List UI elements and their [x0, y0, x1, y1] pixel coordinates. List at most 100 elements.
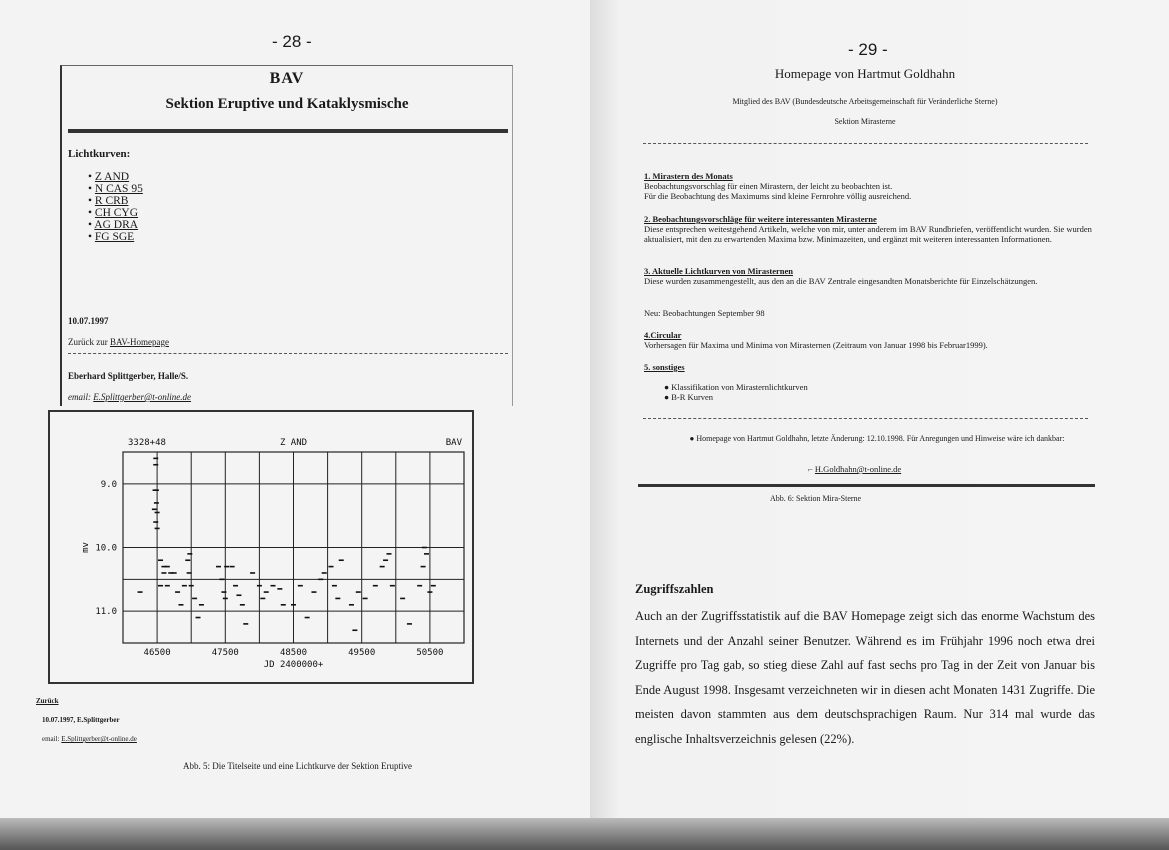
misc-item[interactable]: ● B-R Kurven	[664, 392, 714, 402]
y-tick-label: 9.0	[101, 480, 117, 490]
lightcurve-chart-frame: 46500 47500 48500 49500 50500 9.0 10.0 11.0 JD 2…	[48, 410, 474, 684]
site-subtitle: Sektion Eruptive und Kataklysmische	[165, 96, 409, 112]
data-point	[400, 597, 406, 600]
data-point	[311, 591, 317, 593]
data-point	[420, 565, 426, 568]
data-point	[372, 584, 378, 587]
data-point	[188, 584, 194, 587]
data-point	[198, 604, 204, 606]
page-number-left: - 28 -	[272, 32, 312, 51]
data-point	[239, 604, 245, 606]
data-point	[151, 508, 157, 511]
bav-homepage-link[interactable]: BAV-Homepage	[109, 337, 169, 347]
data-point	[164, 565, 170, 568]
chart-source: BAV	[446, 438, 463, 448]
item-heading-link[interactable]: 2. Beobachtungsvorschläge für weitere in…	[644, 214, 877, 224]
item-1: 1. Mirastern des Monats Beobachtungsvors…	[644, 171, 1094, 201]
lightcurve-chart: 46500 47500 48500 49500 50500 9.0 10.0 11.0 JD 2…	[81, 438, 465, 670]
member-line: Mitglied des BAV (Bundesdeutsche Arbeits…	[732, 97, 998, 106]
data-point	[175, 591, 181, 593]
chart-title: Z AND	[280, 438, 307, 448]
lightcurve-links: Z AND N CAS 95 R CRB CH CYG AG DRA FG SG…	[88, 171, 143, 243]
x-axis-label: JD 2400000+	[264, 660, 324, 670]
page-number-right: - 29 -	[848, 40, 888, 59]
scan-edge	[0, 818, 1169, 850]
data-point	[427, 591, 433, 593]
lc-date-author: 10.07.1997, E.Splittgerber	[42, 716, 120, 724]
data-point	[389, 584, 395, 587]
site-title: BAV	[269, 70, 305, 87]
misc-item[interactable]: ● Klassifikation von Mirasternlichtkurve…	[664, 382, 808, 392]
data-point	[304, 616, 310, 619]
item-new[interactable]: Neu: Beobachtungen September 98	[644, 308, 765, 318]
data-point	[256, 584, 262, 587]
data-point	[263, 591, 269, 593]
email-link[interactable]: E.Splittgerber@t-online.de	[93, 392, 192, 402]
data-point	[318, 578, 324, 581]
link-z-and[interactable]: Z AND	[94, 171, 130, 183]
data-point	[338, 559, 344, 562]
lc-email-link[interactable]: E.Splittgerber@t-online.de	[61, 735, 137, 743]
star-designation: 3328+48	[128, 438, 166, 448]
data-point	[187, 553, 193, 555]
divider	[643, 418, 1088, 419]
link-ch-cyg[interactable]: CH CYG	[94, 207, 139, 219]
data-point	[406, 623, 412, 625]
item-text: Diese wurden zusammengestellt, aus den a…	[644, 276, 1038, 286]
bottom-rule	[638, 484, 1095, 487]
data-point	[297, 584, 303, 587]
x-tick-label: 50500	[416, 648, 443, 658]
data-point	[270, 584, 276, 587]
data-point	[161, 565, 167, 568]
body-paragraph: Auch an der Zugriffsstatistik auf die BA…	[635, 609, 1095, 746]
data-point	[161, 572, 167, 574]
item-heading-link[interactable]: 3. Aktuelle Lichtkurven von Mirasternen	[644, 266, 793, 276]
data-point	[215, 565, 221, 568]
data-point	[222, 597, 228, 600]
data-point	[291, 604, 296, 606]
misc-list: ● Klassifikation von Mirasternlichtkurve…	[664, 382, 808, 402]
data-point	[154, 511, 160, 514]
data-point	[178, 604, 184, 606]
data-point	[423, 553, 429, 555]
data-point	[277, 588, 283, 590]
lc-back-link[interactable]: Zurück	[36, 697, 59, 705]
link-fg-sge[interactable]: FG SGE	[94, 231, 135, 243]
goldhahn-email[interactable]: ⌐ H.Goldhahn@t-online.de	[808, 464, 902, 474]
link-n-cas-95[interactable]: N CAS 95	[94, 183, 143, 195]
data-point	[229, 565, 235, 568]
section-heading: Zugriffszahlen	[635, 582, 714, 596]
section-name: Sektion Mirasterne	[834, 117, 896, 126]
data-point	[348, 604, 354, 606]
email-line: email: E.Splittgerber@t-online.de	[68, 392, 191, 402]
right-page	[590, 0, 1169, 820]
data-point	[195, 616, 201, 619]
data-point	[158, 584, 164, 587]
website-screenshot-bav: BAV Sektion Eruptive und Kataklysmische …	[60, 65, 513, 406]
link-r-crb[interactable]: R CRB	[94, 195, 129, 207]
lightcurves-label: Lichtkurven:	[68, 148, 131, 160]
data-point	[164, 584, 170, 587]
page-date: 10.07.1997	[68, 316, 109, 326]
data-point	[171, 572, 177, 574]
item-heading-link[interactable]: 5. sonstiges	[644, 362, 685, 372]
data-point	[153, 502, 159, 504]
lc-email-label: email:	[42, 735, 60, 743]
data-point	[154, 527, 160, 530]
data-point	[153, 489, 159, 491]
data-point	[219, 578, 225, 581]
data-point	[153, 463, 159, 466]
x-tick-label: 49500	[348, 648, 375, 658]
item-heading-link[interactable]: 1. Mirastern des Monats	[644, 171, 733, 181]
item-text: Beobachtungsvorschlag für einen Miraster…	[644, 181, 912, 201]
divider	[643, 143, 1088, 144]
link-ag-dra[interactable]: AG DRA	[94, 219, 139, 231]
data-point	[335, 597, 341, 600]
item-heading-link[interactable]: 4.Circular	[644, 330, 682, 340]
data-point	[221, 591, 227, 593]
data-point	[243, 623, 249, 625]
data-point	[386, 553, 392, 555]
data-point	[185, 559, 191, 562]
y-axis-label: mv	[81, 542, 91, 553]
email-label: email:	[68, 392, 91, 402]
